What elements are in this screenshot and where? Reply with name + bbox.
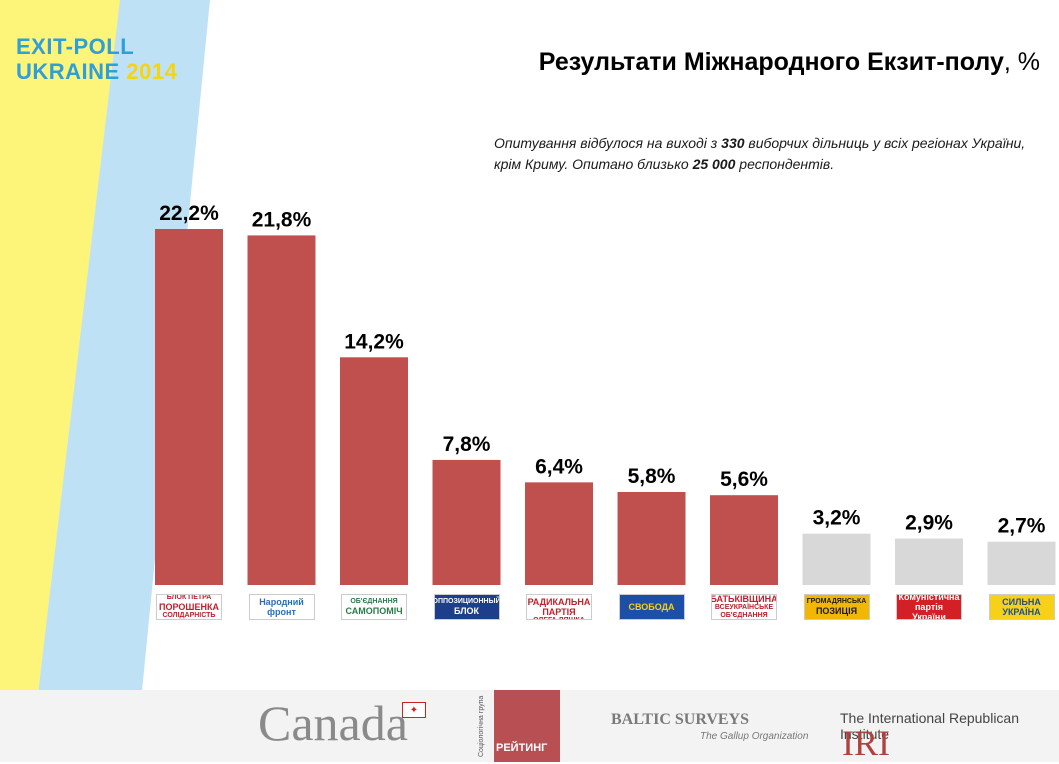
party-logo-4: ОППОЗИЦИОННЫЙ БЛОК [433, 594, 500, 620]
bar-value-label-3: 14,2% [344, 330, 404, 353]
party-logo-main-10: СИЛЬНА УКРАЇНА [1002, 597, 1041, 617]
bar-10 [987, 541, 1056, 585]
bar-chart: 22,2% 21,8% 14,2% 7,8% 6,4% 5,8% 5,6% 3,2% 2,9% 2… [155, 202, 1056, 585]
bar-value-label-7: 5,6% [720, 468, 768, 491]
party-logo-9: Комуністична партія України [896, 594, 962, 620]
bar-8 [802, 533, 871, 585]
party-logo-text-6: СВОБОДА [628, 602, 674, 612]
bar-value-label-5: 6,4% [535, 455, 583, 478]
party-logo-text-7: БАТЬКІВЩИНА ВСЕУКРАЇНСЬКЕ ОБ'ЄДНАННЯ [711, 594, 777, 619]
title-unit: , % [1003, 48, 1040, 76]
bar-6 [617, 491, 686, 585]
party-logo-main-5: РАДИКАЛЬНА ПАРТІЯ [527, 597, 591, 617]
bar-value-label-1: 22,2% [159, 202, 219, 225]
party-logo-top-5: РПЛ [527, 595, 591, 597]
party-logo-bottom-1: СОЛІДАРНІСТЬ [162, 612, 216, 619]
reiting-side-label: Соціологічна група [478, 695, 485, 757]
party-logo-main-4: БЛОК [453, 606, 480, 616]
party-logo-6: СВОБОДА [618, 594, 685, 620]
bar-5 [525, 482, 593, 585]
party-logo-3: ОБ'ЄДНАННЯ САМОПОМІЧ [341, 594, 407, 620]
bar-2 [247, 235, 316, 585]
party-logo-main-6: СВОБОДА [628, 602, 675, 612]
title-main: Результати Міжнародного Екзит-полу [538, 48, 1004, 76]
party-logo-text-8: ГРОМАДЯНСЬКА ПОЗИЦІЯ [807, 598, 867, 616]
party-logo-text-3: ОБ'ЄДНАННЯ САМОПОМІЧ [345, 598, 402, 616]
gallup-label: The Gallup Organization [700, 731, 809, 742]
bar-value-label-9: 2,9% [905, 511, 953, 534]
party-logo-top-3: ОБ'ЄДНАННЯ [350, 598, 398, 605]
baltic-surveys-logo: BALTIC SURVEYS [611, 711, 750, 728]
note-part-1: Опитування відбулося на виході з [494, 135, 722, 151]
party-logo-10: СИЛЬНА УКРАЇНА [988, 594, 1055, 620]
party-logo-text-1: БЛОК ПЕТРА ПОРОШЕНКА СОЛІДАРНІСТЬ [159, 594, 219, 619]
party-logo-1: БЛОК ПЕТРА ПОРОШЕНКА СОЛІДАРНІСТЬ [156, 594, 222, 620]
bar-1 [155, 229, 223, 585]
reiting-name: РЕЙТИНГ [496, 742, 548, 754]
party-logo-main-9: Комуністична партія України [898, 594, 960, 620]
party-logo-text-9: Комуністична партія України [897, 594, 961, 620]
bar-value-label-6: 5,8% [628, 465, 676, 488]
note-number-2: 25 000 [692, 156, 736, 172]
party-logo-main-2: Народний фронт [259, 597, 304, 617]
bar-4 [432, 459, 501, 585]
party-logo-bottom-7: ВСЕУКРАЇНСЬКЕ ОБ'ЄДНАННЯ [714, 604, 774, 619]
brand-line1: EXIT-POLL [16, 34, 135, 59]
party-logo-top-1: БЛОК ПЕТРА [166, 594, 212, 601]
brand-year: 2014 [126, 59, 178, 84]
bar-value-label-4: 7,8% [443, 433, 491, 456]
note-part-3: респондентів. [735, 156, 835, 172]
page-title: Результати Міжнародного Екзит-полу, % [440, 48, 1040, 77]
party-logo-text-2: Народний фронт [250, 597, 314, 617]
iri-logo: IRI [842, 723, 890, 763]
party-logo-main-3: САМОПОМІЧ [345, 606, 403, 616]
exit-poll-logo: EXIT-POLL UKRAINE 2014 [16, 34, 177, 84]
party-logo-top-4: ОППОЗИЦИОННЫЙ [433, 598, 500, 605]
party-logo-bottom-5: ОЛЕГА ЛЯШКА [527, 617, 591, 619]
party-logo-main-1: ПОРОШЕНКА [159, 602, 219, 612]
party-logo-5: РПЛРАДИКАЛЬНА ПАРТІЯОЛЕГА ЛЯШКА [526, 594, 592, 620]
party-logo-7: БАТЬКІВЩИНА ВСЕУКРАЇНСЬКЕ ОБ'ЄДНАННЯ [711, 594, 777, 620]
bar-9 [895, 538, 963, 585]
party-logo-main-8: ПОЗИЦІЯ [815, 606, 858, 616]
bar-7 [710, 495, 778, 585]
brand-word: UKRAINE [16, 59, 120, 84]
party-logo-main-7: БАТЬКІВЩИНА [711, 594, 777, 604]
note-number-1: 330 [721, 135, 745, 151]
iri-full-name: The International Republican Institute [840, 710, 1020, 742]
bar-value-label-2: 21,8% [252, 208, 312, 231]
maple-leaf-flag-icon: ✦ [402, 702, 426, 718]
note-part-2: виборчих дільниць у всіх регіонах Україн… [494, 135, 1026, 172]
party-logo-8: ГРОМАДЯНСЬКА ПОЗИЦІЯ [803, 594, 870, 620]
bar-3 [340, 357, 408, 585]
party-logo-text-4: ОППОЗИЦИОННЫЙ БЛОК [433, 598, 500, 616]
methodology-note: Опитування відбулося на виході з 330 виб… [494, 133, 1034, 175]
canada-logo: Canada [258, 695, 408, 751]
reiting-logo [494, 690, 560, 762]
party-logo-text-5: РПЛРАДИКАЛЬНА ПАРТІЯОЛЕГА ЛЯШКА [527, 595, 591, 619]
party-logo-top-8: ГРОМАДЯНСЬКА [806, 598, 867, 605]
party-logo-2: Народний фронт [248, 594, 315, 620]
bar-value-label-8: 3,2% [813, 507, 861, 530]
party-logo-text-10: СИЛЬНА УКРАЇНА [990, 597, 1054, 617]
bar-value-label-10: 2,7% [998, 515, 1046, 538]
